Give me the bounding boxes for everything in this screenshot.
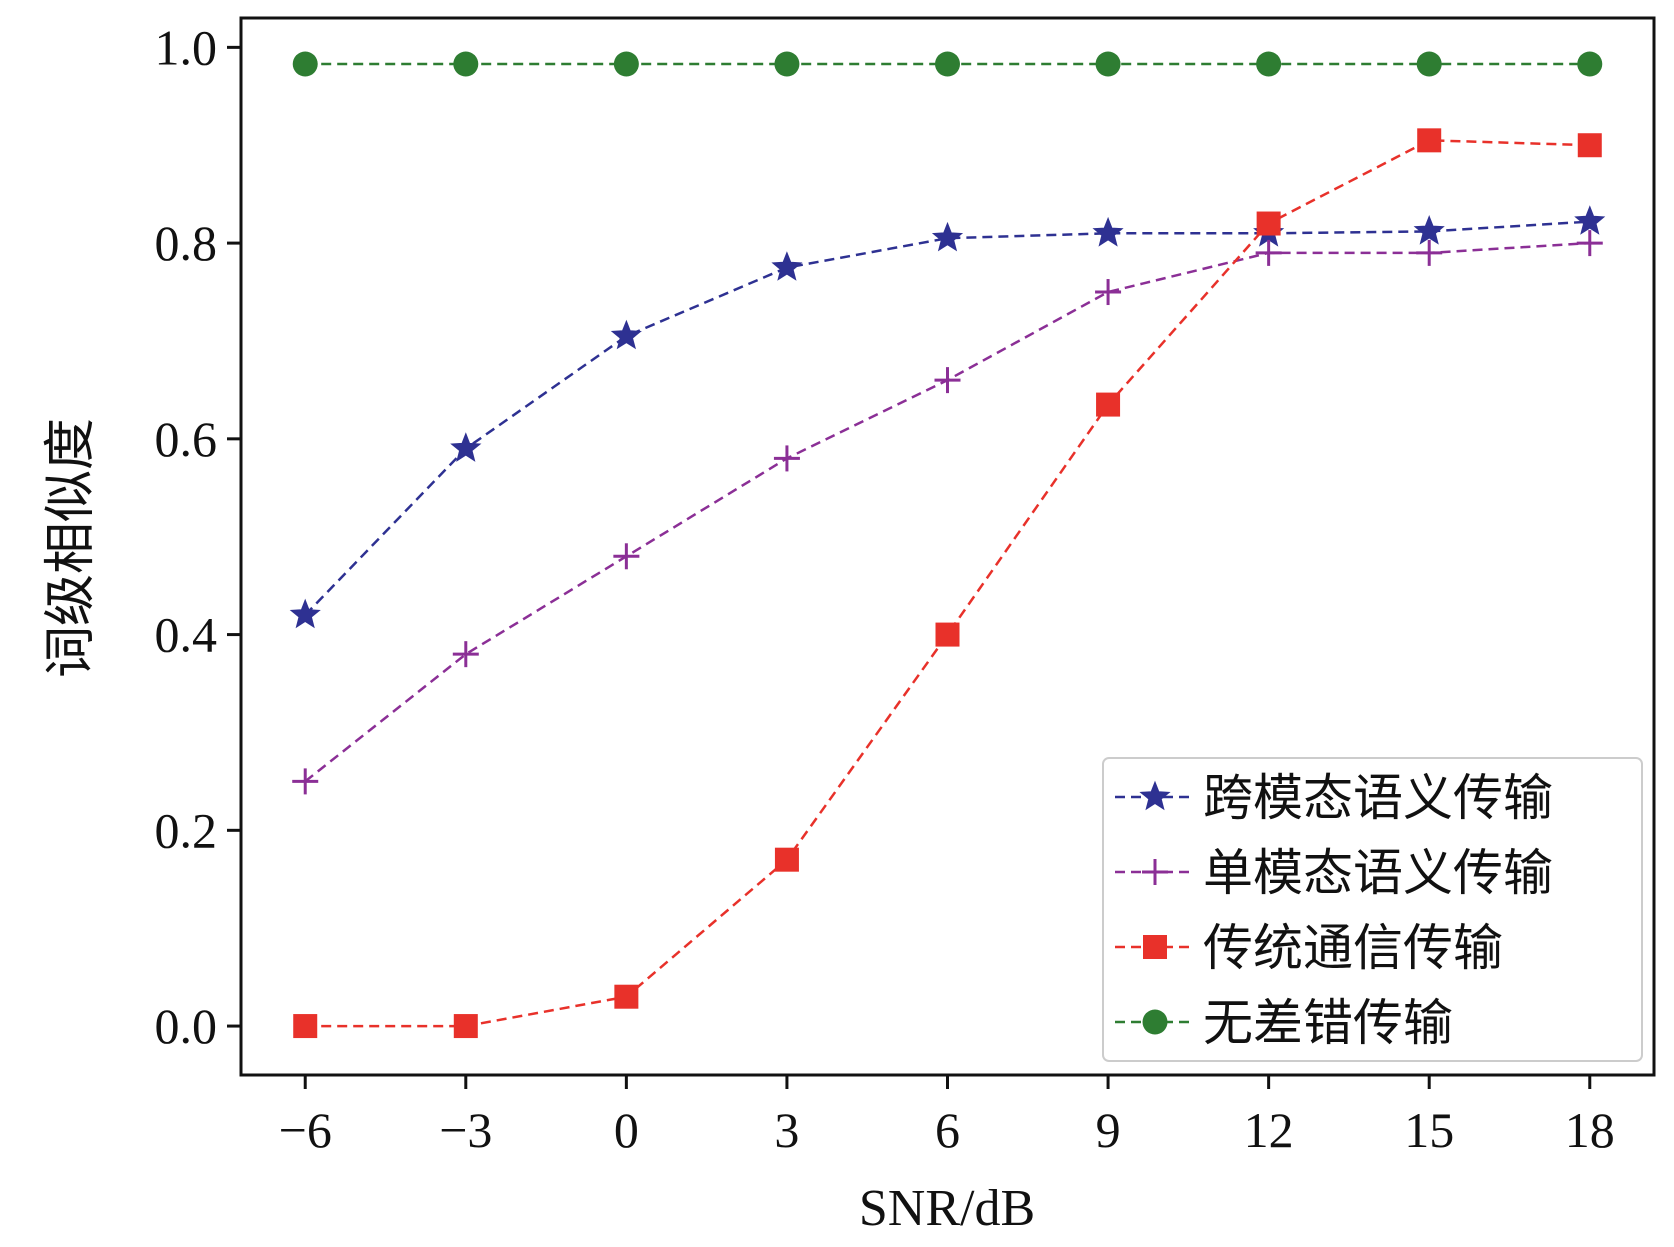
x-tick-label: 12 <box>1244 1102 1294 1158</box>
data-point <box>453 1014 478 1039</box>
data-point <box>774 847 799 872</box>
legend-item: 无差错传输 <box>1115 994 1453 1052</box>
data-point <box>1413 215 1445 245</box>
x-axis-title: SNR/dB <box>859 1180 1035 1237</box>
y-axis-title: 词级相似度 <box>43 418 100 678</box>
data-point <box>1092 216 1124 247</box>
data-point <box>450 432 482 462</box>
data-point <box>289 598 321 629</box>
data-point <box>1576 230 1603 257</box>
legend-label: 无差错传输 <box>1203 994 1453 1052</box>
series-line <box>305 139 1590 1028</box>
data-point <box>773 445 800 472</box>
data-point <box>452 641 479 668</box>
x-tick-label: 6 <box>935 1102 960 1158</box>
legend-item: 跨模态语义传输 <box>1115 769 1553 827</box>
y-tick-label: 1.0 <box>155 19 218 75</box>
legend-marker <box>1139 780 1171 811</box>
data-point <box>935 51 960 77</box>
x-tick-label: 0 <box>614 1102 639 1158</box>
data-point <box>292 51 318 77</box>
data-point <box>610 319 642 350</box>
data-point <box>292 768 319 795</box>
data-point <box>1417 128 1442 153</box>
data-point <box>1577 133 1602 158</box>
x-tick-label: 18 <box>1565 1102 1615 1158</box>
x-tick-label: 15 <box>1404 1102 1454 1158</box>
legend-marker <box>1143 935 1167 959</box>
data-point <box>931 221 964 252</box>
legend-marker <box>1142 859 1168 885</box>
y-tick-label: 0.2 <box>155 802 218 858</box>
data-point <box>934 367 961 394</box>
data-point <box>1096 392 1121 417</box>
series-line <box>304 220 1590 616</box>
data-point <box>613 543 640 570</box>
legend-label: 单模态语义传输 <box>1203 844 1553 902</box>
x-tick-label: 9 <box>1096 1102 1121 1158</box>
series-star <box>289 205 1606 629</box>
y-tick-label: 0.4 <box>155 607 218 663</box>
data-point <box>1255 239 1282 266</box>
y-axis: 0.0 0.2 0.4 0.6 0.8 1.0 <box>155 19 241 1054</box>
legend-box <box>1102 757 1643 1062</box>
data-point <box>1095 279 1122 306</box>
x-tick-label: 3 <box>774 1102 799 1158</box>
series-square <box>293 128 1602 1039</box>
data-point <box>1574 205 1606 235</box>
series-layer <box>289 51 1606 1039</box>
data-point <box>1416 239 1443 266</box>
data-point <box>613 51 639 77</box>
data-point <box>1256 211 1281 236</box>
legend-label: 跨模态语义传输 <box>1203 769 1553 827</box>
data-point <box>1577 51 1603 77</box>
data-point <box>1095 51 1121 77</box>
data-point <box>771 251 803 281</box>
legend-item: 传统通信传输 <box>1115 919 1503 977</box>
data-point <box>293 1014 318 1039</box>
data-point <box>453 51 479 77</box>
legend-item: 单模态语义传输 <box>1115 844 1553 902</box>
data-point <box>774 51 800 77</box>
y-tick-label: 0.0 <box>155 998 218 1054</box>
x-tick-label: −3 <box>439 1102 492 1158</box>
series-plus <box>292 230 1603 795</box>
data-point <box>935 622 960 647</box>
y-tick-label: 0.6 <box>155 411 218 467</box>
data-point <box>1416 51 1442 77</box>
x-tick-label: −6 <box>279 1102 332 1158</box>
series-circle <box>292 51 1603 77</box>
legend-label: 传统通信传输 <box>1203 919 1503 977</box>
x-axis: −6 −3 0 3 6 9 12 15 18 <box>279 1075 1615 1158</box>
data-point <box>1256 51 1282 77</box>
data-point <box>614 984 639 1009</box>
y-tick-label: 0.8 <box>155 215 218 271</box>
legend-marker <box>1142 1009 1168 1035</box>
series-line <box>304 241 1590 783</box>
